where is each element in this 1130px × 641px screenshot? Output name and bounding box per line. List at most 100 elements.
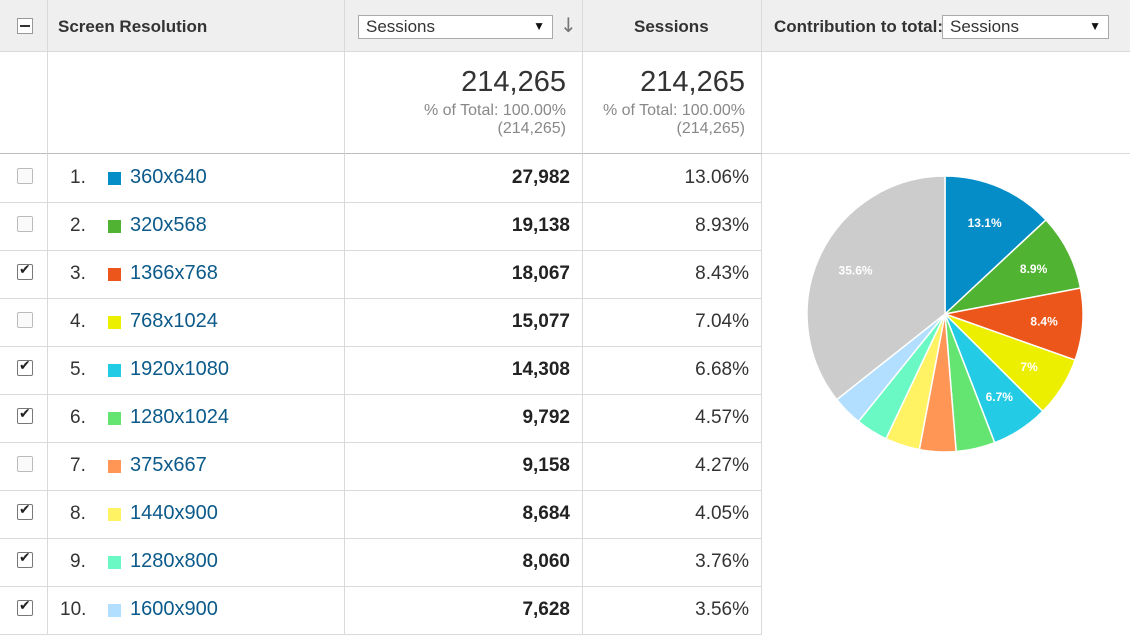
dimension-link[interactable]: 768x1024 (130, 310, 218, 332)
dimension-cell: 1. 360x640 (48, 154, 345, 202)
percent-value: 4.57% (695, 407, 749, 428)
total-percent-label: % of Total: 100.00% (602, 102, 745, 119)
table-row: 2. 320x568 19,138 8.93% (0, 202, 762, 251)
percent-value: 3.76% (695, 551, 749, 572)
dimension-cell: 2. 320x568 (48, 202, 345, 250)
totals-cell: 214,265 % of Total: 100.00% (214,265) (345, 52, 583, 154)
pie-slice[interactable] (944, 175, 1048, 316)
sessions-value: 9,792 (522, 407, 570, 428)
totals-label-cell (48, 52, 345, 154)
dimension-link[interactable]: 1600x900 (130, 598, 218, 620)
sessions-value: 8,060 (522, 551, 570, 572)
total-value: 214,265 (640, 66, 745, 98)
row-checkbox[interactable] (17, 550, 33, 568)
sort-descending-icon[interactable]: ↓ (560, 13, 577, 37)
dimension-link[interactable]: 1440x900 (130, 502, 218, 524)
totals-cell: 214,265 % of Total: 100.00% (214,265) (583, 52, 762, 154)
dimension-link[interactable]: 375x667 (130, 454, 207, 476)
dimension-cell: 7. 375x667 (48, 442, 345, 490)
percent-cell: 8.93% (583, 202, 762, 250)
series-color-swatch (108, 220, 121, 233)
contribution-totals-cell (762, 52, 1130, 154)
row-checkbox[interactable] (17, 358, 33, 376)
sessions-value: 27,982 (511, 167, 570, 188)
series-color-swatch (108, 412, 121, 425)
dimension-link[interactable]: 1366x768 (130, 262, 218, 284)
checkbox-cell (0, 250, 48, 298)
row-rank: 5. (70, 359, 86, 380)
series-color-swatch (108, 364, 121, 377)
sessions-cell: 9,158 (345, 442, 583, 490)
table-row: 7. 375x667 9,158 4.27% (0, 442, 762, 491)
percent-value: 6.68% (695, 359, 749, 380)
row-checkbox[interactable] (17, 216, 33, 232)
dimension-link[interactable]: 320x568 (130, 214, 207, 236)
sessions-value: 15,077 (511, 311, 570, 332)
dimension-link[interactable]: 1920x1080 (130, 358, 229, 380)
dimension-header-label: Screen Resolution (58, 17, 208, 36)
percent-cell: 7.04% (583, 298, 762, 346)
checkbox-cell (0, 490, 48, 538)
metric-dropdown-value: Sessions (366, 17, 435, 36)
contribution-chart-panel: 13.1% 8.9% 8.4% 7% 6.7% 35.6% (762, 154, 1130, 636)
sessions-value: 14,308 (511, 359, 570, 380)
sessions-cell: 18,067 (345, 250, 583, 298)
sessions-cell: 9,792 (345, 394, 583, 442)
dimension-cell: 3. 1366x768 (48, 250, 345, 298)
row-checkbox[interactable] (17, 456, 33, 472)
percent-cell: 6.68% (583, 346, 762, 394)
sessions-cell: 19,138 (345, 202, 583, 250)
dropdown-arrow-icon: ▼ (533, 19, 545, 33)
totals-blank-cell (0, 52, 48, 154)
sessions-value: 18,067 (511, 263, 570, 284)
dimension-cell: 6. 1280x1024 (48, 394, 345, 442)
table-row: 9. 1280x800 8,060 3.76% (0, 538, 762, 587)
row-rank: 8. (70, 503, 86, 524)
percent-value: 4.05% (695, 503, 749, 524)
row-rank: 3. (70, 263, 86, 284)
pie-data-label: 7% (1020, 360, 1038, 374)
dimension-cell: 10. 1600x900 (48, 586, 345, 634)
row-rank: 6. (70, 407, 86, 428)
checkbox-cell (0, 442, 48, 490)
row-checkbox[interactable] (17, 598, 33, 616)
pie-data-label: 8.9% (1020, 262, 1048, 276)
percent-cell: 4.05% (583, 490, 762, 538)
percent-cell: 13.06% (583, 154, 762, 202)
row-checkbox[interactable] (17, 262, 33, 280)
row-rank: 4. (70, 311, 86, 332)
percent-cell: 3.56% (583, 586, 762, 634)
sessions-cell: 14,308 (345, 346, 583, 394)
dimension-header[interactable]: Screen Resolution (48, 0, 345, 52)
contribution-dropdown[interactable]: Sessions ▼ (942, 15, 1109, 39)
pie-data-label: 13.1% (968, 216, 1002, 230)
dimension-link[interactable]: 1280x1024 (130, 406, 229, 428)
series-color-swatch (108, 508, 121, 521)
dimension-cell: 8. 1440x900 (48, 490, 345, 538)
sessions-cell: 8,060 (345, 538, 583, 586)
pie-slice[interactable] (806, 175, 946, 401)
pie-data-label: 6.7% (986, 390, 1014, 404)
row-checkbox[interactable] (17, 406, 33, 424)
row-checkbox[interactable] (17, 502, 33, 520)
row-checkbox[interactable] (17, 312, 33, 328)
sessions-value: 9,158 (522, 455, 570, 476)
table-row: 6. 1280x1024 9,792 4.57% (0, 394, 762, 443)
select-all-checkbox[interactable] (17, 18, 33, 34)
series-color-swatch (108, 268, 121, 281)
minus-icon (20, 25, 30, 27)
percent-value: 8.43% (695, 263, 749, 284)
row-checkbox[interactable] (17, 168, 33, 184)
table-row: 1. 360x640 27,982 13.06% (0, 154, 762, 203)
checkbox-cell (0, 154, 48, 202)
contribution-dropdown-value: Sessions (950, 17, 1019, 36)
sessions-header[interactable]: Sessions (583, 0, 762, 52)
checkbox-cell (0, 538, 48, 586)
percent-cell: 4.57% (583, 394, 762, 442)
dimension-link[interactable]: 360x640 (130, 166, 207, 188)
dimension-link[interactable]: 1280x800 (130, 550, 218, 572)
metric-dropdown[interactable]: Sessions ▼ (358, 15, 553, 39)
sessions-value: 19,138 (511, 215, 570, 236)
row-rank: 7. (70, 455, 86, 476)
total-percent: % of Total: 100.00% (214,265) (603, 102, 745, 138)
